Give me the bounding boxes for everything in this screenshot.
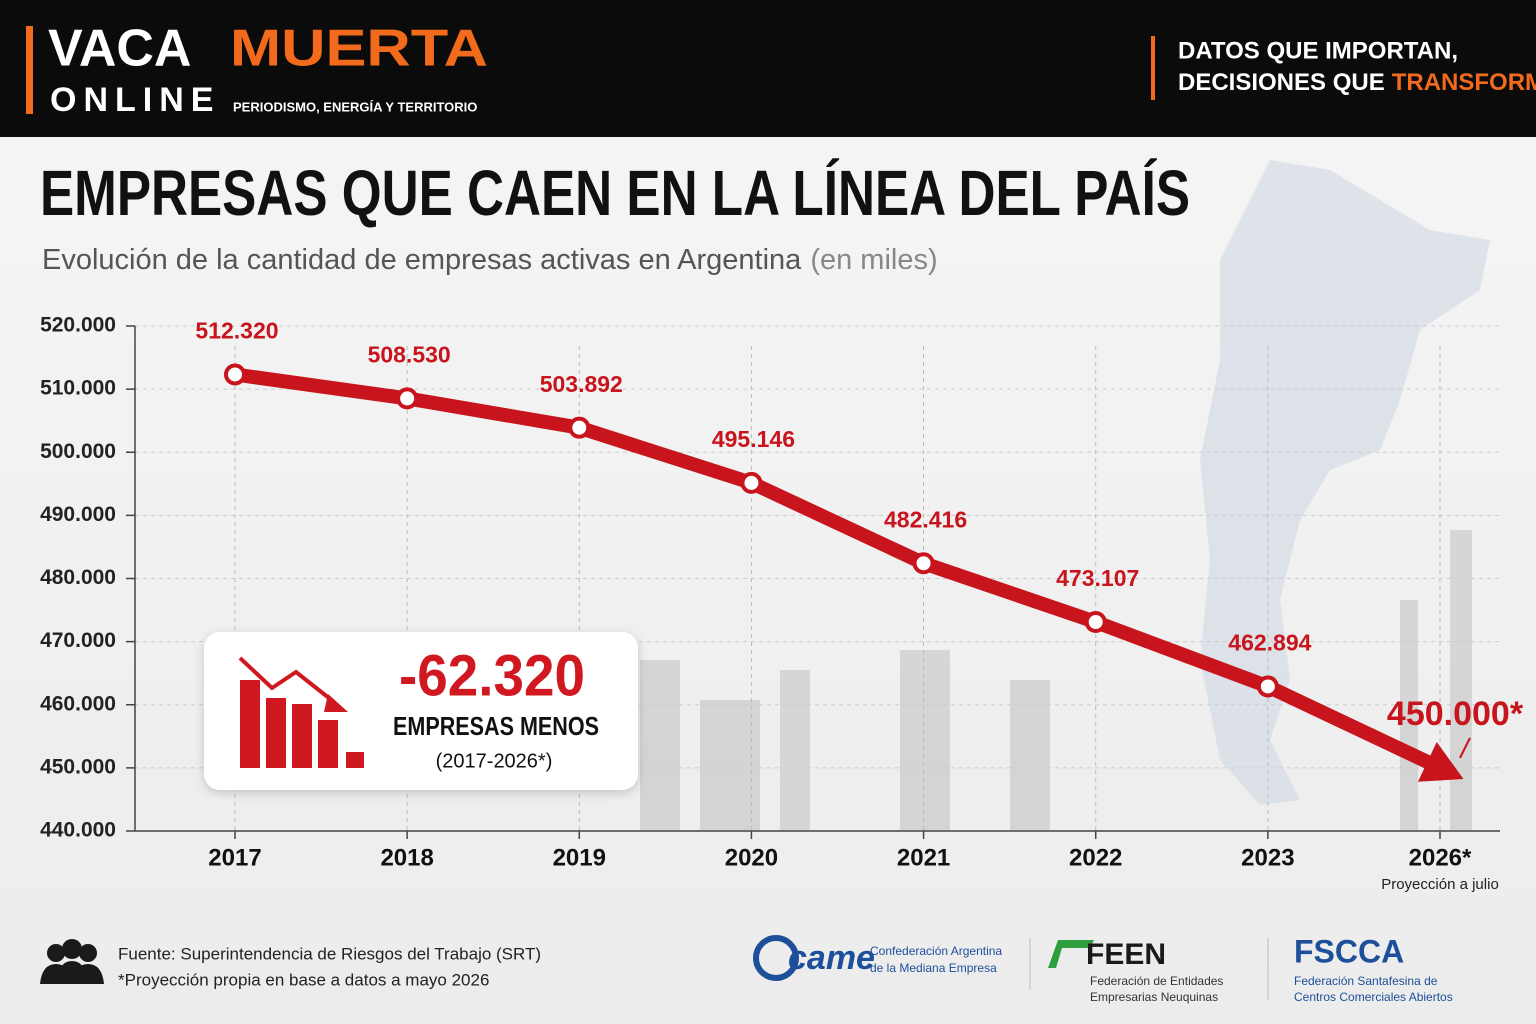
- series-line: [234, 367, 1443, 775]
- plot: 440.000 450.000 460.000 470.000 480.000 490.0…: [40, 314, 1524, 893]
- x-tick-label: 2023: [1241, 844, 1294, 871]
- point: [1084, 611, 1107, 634]
- point: [224, 363, 246, 386]
- value-label: 508.530: [368, 341, 451, 367]
- value-label: 503.892: [540, 371, 623, 397]
- chart-subtitle: Evolución de la cantidad de empresas act…: [42, 244, 938, 276]
- logo-name: FEEN: [1086, 938, 1166, 971]
- subtitle-text: Evolución de la cantidad de empresas act…: [42, 244, 802, 276]
- x-tick-label: 2026*: [1409, 844, 1472, 871]
- motto-accent: [1151, 36, 1155, 100]
- callout-period: (2017-2026*): [436, 750, 553, 772]
- header-bar: [0, 0, 1536, 137]
- point: [1256, 675, 1279, 698]
- callout-label: EMPRESAS MENOS: [393, 711, 599, 741]
- x-tick-label: 2020: [725, 844, 778, 871]
- subtitle-unit: (en miles): [810, 244, 937, 276]
- y-tick-label: 460.000: [40, 692, 116, 715]
- y-tick-label: 440.000: [40, 819, 116, 842]
- value-label: 450.000*: [1387, 695, 1524, 733]
- point: [568, 416, 591, 439]
- motto-part: DECISIONES QUE: [1178, 69, 1385, 96]
- label-pointer: [1459, 737, 1471, 759]
- brand-tagline: PERIODISMO, ENERGÍA Y TERRITORIO: [233, 99, 477, 114]
- logo-text: Empresarias Neuquinas: [1090, 990, 1218, 1004]
- value-label: 473.107: [1056, 565, 1139, 591]
- brand-accent: [26, 26, 33, 114]
- value-label: 512.320: [195, 318, 278, 344]
- brand-word: ONLINE: [50, 81, 220, 119]
- y-tick-label: 490.000: [40, 503, 116, 526]
- point: [740, 471, 763, 494]
- point: [396, 387, 419, 410]
- x-tick-label: 2021: [897, 844, 950, 871]
- motto: DATOS QUE IMPORTAN,: [1178, 37, 1458, 64]
- factory-skyline: [640, 530, 1472, 830]
- x-tick-label: 2018: [380, 844, 433, 871]
- chart-title: EMPRESAS QUE CAEN EN LA LÍNEA DEL PAÍS: [40, 157, 1190, 229]
- brand-word: VACA: [48, 20, 191, 78]
- y-tick-label: 470.000: [40, 629, 116, 652]
- feen-mark: [1048, 940, 1094, 968]
- brand-word: MUERTA: [230, 20, 488, 78]
- motto: DECISIONES QUE TRANSFORMAN.: [1178, 69, 1536, 96]
- y-tick-label: 520.000: [40, 314, 116, 337]
- callout: -62.320 EMPRESAS MENOS (2017-2026*): [204, 632, 638, 790]
- callout-icon: [238, 656, 364, 768]
- logo-name: FSCCA: [1294, 933, 1404, 969]
- y-tick-label: 450.000: [40, 755, 116, 778]
- x-tick-label: 2017: [208, 844, 261, 871]
- y-tick-label: 500.000: [40, 440, 116, 463]
- x-tick-label: 2022: [1069, 844, 1122, 871]
- arrow-head: [1417, 742, 1464, 782]
- map-silhouette: [1200, 160, 1490, 805]
- logo-text: Federación de Entidades: [1090, 974, 1223, 988]
- value-label: 495.146: [712, 426, 795, 452]
- y-tick-label: 480.000: [40, 566, 116, 589]
- callout-box: [204, 632, 638, 790]
- logo-name: came: [788, 939, 875, 977]
- motto-part: TRANSFORMAN.: [1392, 69, 1536, 96]
- logo-text: Confederación Argentina: [870, 944, 1002, 958]
- x-tick-label: 2019: [553, 844, 606, 871]
- logo-text: Federación Santafesina de: [1294, 974, 1438, 988]
- point: [912, 552, 935, 575]
- footnote: *Proyección propia en base a datos a may…: [118, 970, 489, 989]
- y-tick-label: 510.000: [40, 377, 116, 400]
- value-label: 462.894: [1228, 630, 1311, 656]
- callout-value: -62.320: [399, 643, 585, 708]
- logo-text: Centros Comerciales Abiertos: [1294, 990, 1453, 1004]
- logo-text: de la Mediana Empresa: [870, 961, 997, 975]
- came-mark: [753, 935, 799, 981]
- people-icon: [40, 939, 104, 984]
- value-label: 482.416: [884, 506, 967, 532]
- x-note: Proyección a julio: [1381, 876, 1499, 893]
- source: Fuente: Superintendencia de Riesgos del …: [118, 944, 541, 963]
